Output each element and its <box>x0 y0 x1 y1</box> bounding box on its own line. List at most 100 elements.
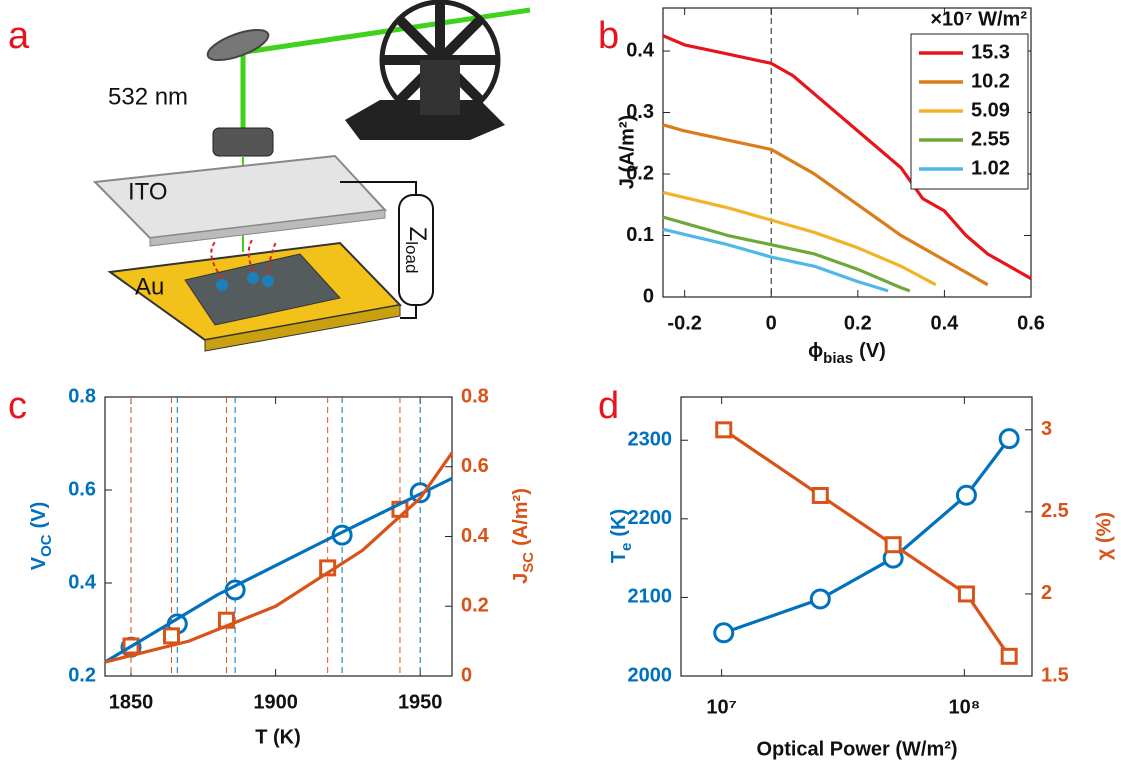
legend-title: ×10⁷ W/m² <box>930 8 1027 30</box>
y-axis-label: VOC (V) <box>28 502 55 571</box>
lens <box>212 127 274 157</box>
legend-label: 1.02 <box>971 157 1010 179</box>
y2-tick-label: 2.5 <box>1041 500 1069 522</box>
series-line <box>662 215 911 293</box>
laser-label: 532 nm <box>108 83 188 110</box>
x-axis-label: ϕbias (V) <box>808 340 886 367</box>
x-axis-label-main: ϕ <box>808 340 823 362</box>
y-axis-label-sub: e <box>618 543 635 551</box>
series-line <box>662 34 1032 280</box>
plot-frame <box>662 7 1032 298</box>
y-tick-label: 0.8 <box>68 385 96 407</box>
y-tick-label: 0.6 <box>68 478 96 500</box>
y-tick-label: 0.2 <box>626 162 654 184</box>
y2-tick-label: 2 <box>1041 582 1052 604</box>
chopper-stand <box>420 60 460 115</box>
series-line <box>722 428 1011 658</box>
y-axis-label-unit: (K) <box>608 509 630 537</box>
legend-label: 15.3 <box>971 41 1010 63</box>
y2-tick-label: 0 <box>461 664 472 686</box>
x-tick-label: 1950 <box>398 691 443 713</box>
au-edge <box>204 304 401 352</box>
series-line <box>104 476 453 664</box>
y-axis-label-sub: OC <box>38 534 55 557</box>
au-label: Au <box>135 273 164 300</box>
chopper-wheel <box>379 0 501 121</box>
x-tick-label: 0 <box>766 312 777 334</box>
y-tick-label: 0.3 <box>626 101 654 123</box>
data-point <box>163 627 181 645</box>
data-point <box>713 622 735 644</box>
series-line <box>662 190 937 287</box>
y2-axis-label-sub: SC <box>520 552 537 573</box>
y2-axis-label-main: J <box>510 573 532 584</box>
y2-tick-label: 1.5 <box>1041 664 1069 686</box>
data-point <box>809 588 831 610</box>
y2-axis-label-unit: (A/m²) <box>510 488 532 546</box>
y-tick-label: 2000 <box>628 664 673 686</box>
panel-label: a <box>8 15 30 57</box>
x-axis-label: Optical Power (W/m²) <box>756 738 957 760</box>
panel-label: b <box>598 15 619 57</box>
series-line <box>104 451 454 664</box>
sample <box>184 253 341 326</box>
x-tick-label: 1900 <box>253 691 298 713</box>
y2-tick-label: 0.6 <box>461 455 489 477</box>
load-box <box>398 194 434 306</box>
x-tick-label: 10⁷ <box>706 696 737 718</box>
x-tick-label: -0.2 <box>667 312 701 334</box>
electron <box>247 272 259 284</box>
plot-frame <box>680 396 1033 677</box>
data-point <box>1000 647 1018 665</box>
data-point <box>811 486 829 504</box>
y-tick-label: 0.4 <box>68 571 97 593</box>
series-line <box>662 123 989 287</box>
y2-axis-label: χ (%) <box>1093 512 1115 560</box>
electron <box>262 275 274 287</box>
circuit-wire <box>340 181 417 319</box>
schematic: a 532 nm ITO Au Zload <box>8 0 531 352</box>
x-axis-label: T (K) <box>255 726 301 748</box>
x-tick-label: 0.2 <box>844 312 872 334</box>
data-point <box>715 421 733 439</box>
y-tick-label: 0.1 <box>626 224 654 246</box>
ito-edge <box>149 209 386 247</box>
data-point <box>955 484 977 506</box>
y2-axis-label: JSC (A/m²) <box>510 488 537 584</box>
y-axis-label-unit: (V) <box>28 502 50 529</box>
y-tick-label: 2100 <box>628 586 673 608</box>
legend-label: 10.2 <box>971 70 1010 92</box>
legend-label: 5.09 <box>971 99 1010 121</box>
y-tick-label: 0.2 <box>68 664 96 686</box>
x-tick-label: 0.4 <box>931 312 960 334</box>
y-axis-label: J (A/m²) <box>616 115 638 189</box>
x-tick-label: 1850 <box>109 691 154 713</box>
data-point <box>957 585 975 603</box>
y2-tick-label: 0.4 <box>461 525 490 547</box>
y-tick-label: 0 <box>643 285 654 307</box>
load-label: Zload <box>402 227 431 274</box>
legend-label: 2.55 <box>971 128 1010 150</box>
load-symbol: Z <box>404 227 431 242</box>
y2-tick-label: 0.8 <box>461 385 489 407</box>
x-tick-label: 10⁸ <box>948 696 980 718</box>
chopper <box>345 0 505 140</box>
y2-tick-label: 0.2 <box>461 595 489 617</box>
x-axis-label-sub: bias <box>823 350 853 367</box>
y-axis-label-main: T <box>608 551 630 563</box>
electron <box>216 279 228 291</box>
series-line <box>662 227 889 293</box>
panel-label: c <box>8 385 27 427</box>
y-tick-label: 2300 <box>628 429 673 451</box>
y-tick-label: 0.4 <box>626 39 655 61</box>
panel-label: d <box>598 385 619 427</box>
x-axis-label-unit: (V) <box>859 340 886 362</box>
load-subscript: load <box>402 241 421 273</box>
data-point <box>884 536 902 554</box>
y-tick-label: 2200 <box>628 507 673 529</box>
y-axis-label-main: V <box>28 556 50 570</box>
data-point <box>998 428 1020 450</box>
y-axis-label: Te (K) <box>608 509 635 563</box>
mirror <box>206 28 270 62</box>
